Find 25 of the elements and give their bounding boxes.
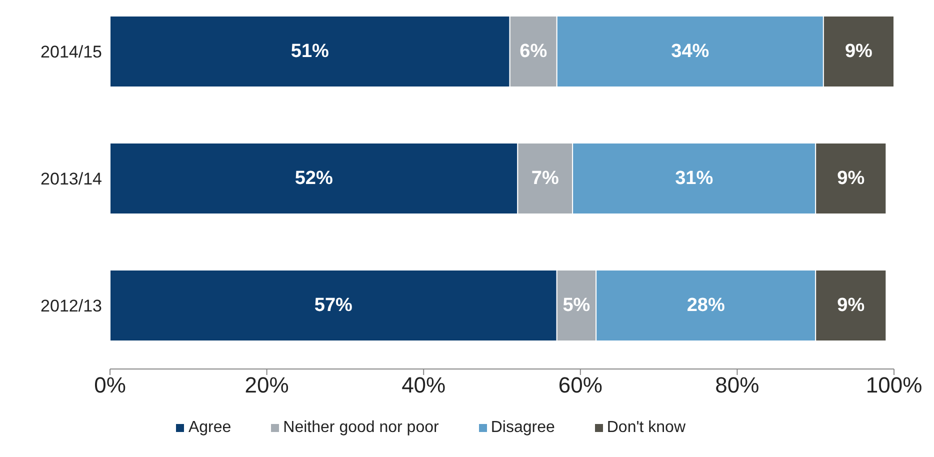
- x-tick-label: 0%: [94, 372, 126, 398]
- data-label: 28%: [686, 294, 725, 316]
- legend-label: Disagree: [490, 419, 555, 436]
- x-tick-label: 20%: [244, 372, 289, 398]
- y-tick-label: 2012/13: [40, 296, 102, 316]
- legend-label: Agree: [188, 419, 232, 436]
- data-label: 9%: [837, 168, 865, 189]
- data-label: 34%: [671, 40, 710, 62]
- data-label: 51%: [290, 40, 330, 62]
- data-label: 9%: [844, 40, 873, 62]
- legend-label: Don't know: [606, 419, 686, 436]
- y-tick-label: 2014/15: [40, 42, 102, 62]
- x-tick-label: 60%: [558, 372, 602, 398]
- data-label: 31%: [675, 168, 714, 189]
- data-label: 6%: [520, 40, 548, 62]
- x-tick-label: 80%: [715, 372, 760, 398]
- x-tick-label: 100%: [866, 372, 922, 398]
- data-label: 52%: [294, 168, 333, 189]
- y-tick-label: 2013/14: [40, 170, 102, 189]
- data-label: 5%: [562, 294, 590, 316]
- legend-label: Neither good nor poor: [283, 419, 439, 436]
- data-label: 57%: [314, 294, 353, 316]
- data-label: 7%: [531, 168, 559, 189]
- data-label: 9%: [837, 294, 865, 316]
- x-tick-label: 40%: [402, 372, 446, 398]
